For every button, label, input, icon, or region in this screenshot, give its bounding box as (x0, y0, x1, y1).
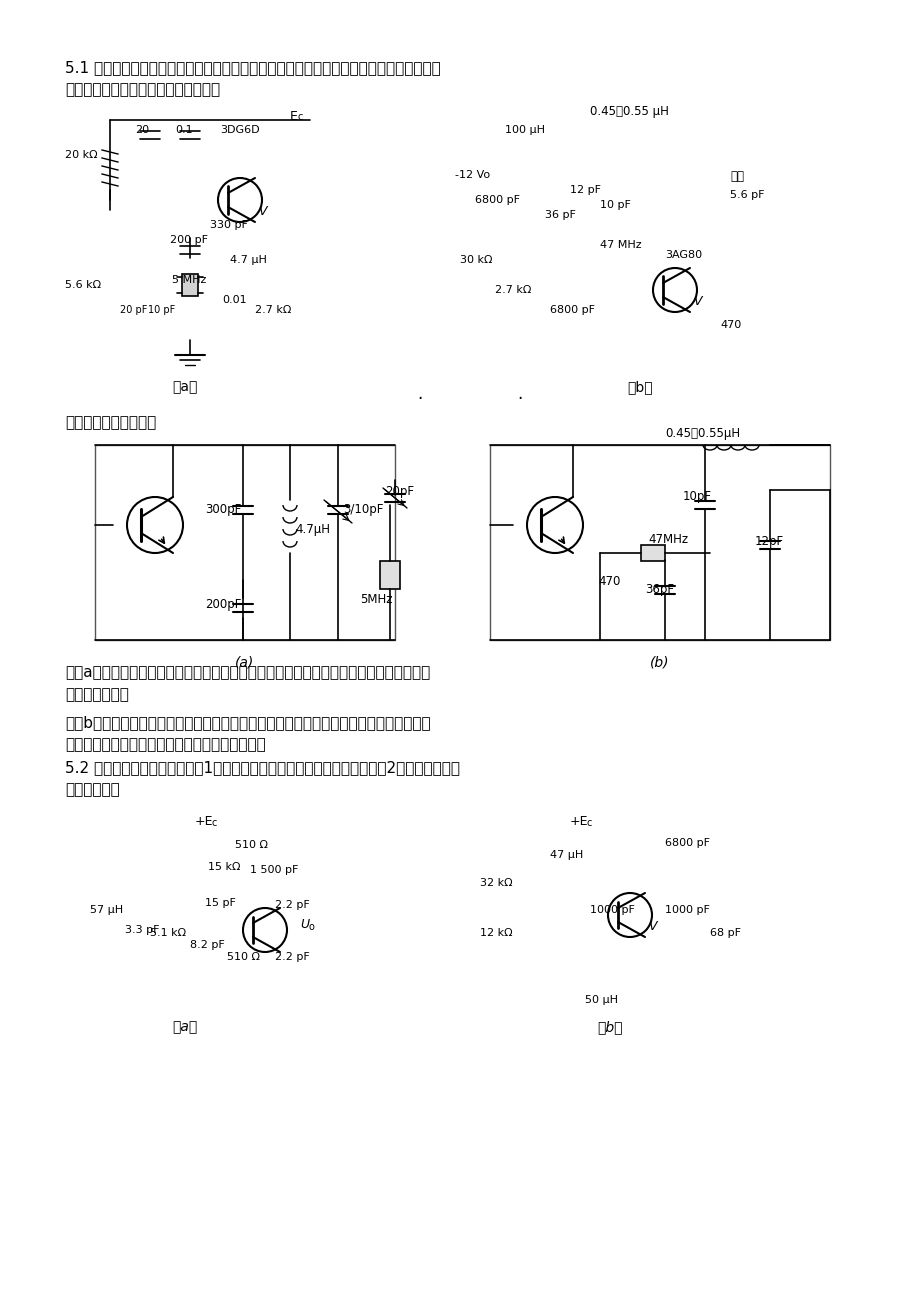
Text: 3AG80: 3AG80 (664, 250, 701, 260)
Text: 解：交流等效电路如下: 解：交流等效电路如下 (65, 415, 156, 430)
Bar (95, 445, 394, 641)
Text: 12pF: 12pF (754, 535, 783, 548)
Text: 0.1: 0.1 (175, 125, 192, 135)
Text: +E: +E (570, 815, 588, 828)
Text: +E: +E (195, 815, 213, 828)
Text: 57 μH: 57 μH (90, 905, 123, 915)
Text: 0.45～0.55 μH: 0.45～0.55 μH (589, 105, 668, 118)
Bar (641, 546, 664, 561)
Text: （a）: （a） (172, 1019, 198, 1034)
Text: 器，晶体在电路中的作用分别是什么？: 器，晶体在电路中的作用分别是什么？ (65, 82, 220, 98)
Text: U: U (300, 918, 309, 931)
Text: 20pF: 20pF (384, 486, 414, 497)
Text: 2.2 pF: 2.2 pF (275, 900, 310, 910)
Text: 3DG6D: 3DG6D (220, 125, 259, 135)
Bar (182, 273, 198, 296)
Text: ·: · (516, 391, 522, 408)
Text: ·: · (417, 391, 422, 408)
Text: 30 kΩ: 30 kΩ (460, 255, 492, 266)
Text: 330 pF: 330 pF (210, 220, 247, 230)
Text: V: V (692, 296, 701, 309)
Text: 68 pF: 68 pF (709, 928, 740, 937)
Text: 6800 pF: 6800 pF (474, 195, 519, 204)
Text: -12 Vo: -12 Vo (455, 171, 490, 180)
Text: 4.7μH: 4.7μH (295, 523, 330, 536)
Text: 200pF: 200pF (205, 598, 241, 611)
Text: 4.7 μH: 4.7 μH (230, 255, 267, 266)
Text: 300pF: 300pF (205, 503, 241, 516)
Text: 470: 470 (597, 575, 619, 589)
Text: (a): (a) (235, 655, 255, 669)
Bar (490, 445, 829, 641)
Text: 图（a）电路是一个并联晶体振荡器，晶体在电路中相当于一等效的大电感，使电路构成电: 图（a）电路是一个并联晶体振荡器，晶体在电路中相当于一等效的大电感，使电路构成电 (65, 665, 430, 680)
Text: 15 kΩ: 15 kΩ (208, 862, 240, 872)
Text: 0.01: 0.01 (221, 296, 246, 305)
Text: 2.7 kΩ: 2.7 kΩ (255, 305, 291, 315)
Text: 20 pF: 20 pF (119, 305, 147, 315)
Text: 5.6 pF: 5.6 pF (729, 190, 764, 201)
Text: c: c (586, 818, 592, 828)
Text: V: V (647, 921, 656, 934)
Text: （b）: （b） (627, 380, 652, 395)
Text: 20 kΩ: 20 kΩ (65, 150, 97, 160)
Text: c: c (298, 112, 303, 122)
Text: 容反馈振荡器。: 容反馈振荡器。 (65, 687, 129, 702)
Text: o: o (309, 922, 314, 932)
Text: 5.1 kΩ: 5.1 kΩ (150, 928, 186, 937)
Text: E: E (289, 109, 298, 122)
Text: V: V (257, 204, 267, 217)
Text: 47MHz: 47MHz (647, 533, 687, 546)
Text: 15 pF: 15 pF (205, 898, 235, 907)
Text: 输出: 输出 (729, 171, 743, 184)
Text: 200 pF: 200 pF (170, 234, 208, 245)
Text: 50 μH: 50 μH (584, 995, 618, 1005)
Text: 510 Ω: 510 Ω (227, 952, 260, 962)
Text: 36pF: 36pF (644, 583, 674, 596)
Text: 5 MHz: 5 MHz (172, 275, 206, 285)
Text: 10 pF: 10 pF (599, 201, 630, 210)
Text: 12 kΩ: 12 kΩ (480, 928, 512, 937)
Text: 8.2 pF: 8.2 pF (190, 940, 224, 950)
Text: 5.1 图示是两个实用的晶体振荡器线路，试画出它们的交流等效电路，并指出是哪一种振荡: 5.1 图示是两个实用的晶体振荡器线路，试画出它们的交流等效电路，并指出是哪一种… (65, 60, 440, 76)
Bar (380, 561, 400, 589)
Text: c: c (211, 818, 217, 828)
Text: 12 pF: 12 pF (570, 185, 600, 195)
Text: 2.2 pF: 2.2 pF (275, 952, 310, 962)
Text: 3.3 pF: 3.3 pF (125, 924, 159, 935)
Text: 10pF: 10pF (682, 490, 711, 503)
Text: 图（b）电路是一个串联晶体振荡器，晶体在电路中在晶体串联频率处等效一个低阻通道，: 图（b）电路是一个串联晶体振荡器，晶体在电路中在晶体串联频率处等效一个低阻通道， (65, 715, 430, 730)
Text: 510 Ω: 510 Ω (234, 840, 267, 850)
Text: 32 kΩ: 32 kΩ (480, 878, 512, 888)
Text: 470: 470 (720, 320, 741, 329)
Text: (b): (b) (650, 655, 669, 669)
Text: 5.2 对于图示的各振荡电路：（1）画出交流等效电路，说明振荡器类型；（2）估算振荡频率: 5.2 对于图示的各振荡电路：（1）画出交流等效电路，说明振荡器类型；（2）估算… (65, 760, 460, 775)
Text: 47 MHz: 47 MHz (599, 240, 641, 250)
Text: 1 500 pF: 1 500 pF (250, 865, 298, 875)
Text: 36 pF: 36 pF (544, 210, 575, 220)
Text: 100 μH: 100 μH (505, 125, 544, 135)
Text: 1000 pF: 1000 pF (589, 905, 634, 915)
Text: 10 pF: 10 pF (148, 305, 175, 315)
Text: 5MHz: 5MHz (359, 592, 392, 605)
Text: 47 μH: 47 μH (550, 850, 583, 861)
Text: 0.45～0.55μH: 0.45～0.55μH (664, 427, 739, 440)
Text: （a）: （a） (172, 380, 198, 395)
Text: 6800 pF: 6800 pF (664, 838, 709, 848)
Text: 和反馈系数。: 和反馈系数。 (65, 783, 119, 797)
Text: 3/10pF: 3/10pF (343, 503, 383, 516)
Text: 1000 pF: 1000 pF (664, 905, 709, 915)
Text: 2.7 kΩ: 2.7 kΩ (494, 285, 531, 296)
Text: 5.6 kΩ: 5.6 kΩ (65, 280, 101, 290)
Text: 6800 pF: 6800 pF (550, 305, 595, 315)
Text: （b）: （b） (596, 1019, 622, 1034)
Text: 20: 20 (135, 125, 149, 135)
Text: 使放大器形成正反馈，满足相位条件，形成振荡。: 使放大器形成正反馈，满足相位条件，形成振荡。 (65, 737, 266, 753)
